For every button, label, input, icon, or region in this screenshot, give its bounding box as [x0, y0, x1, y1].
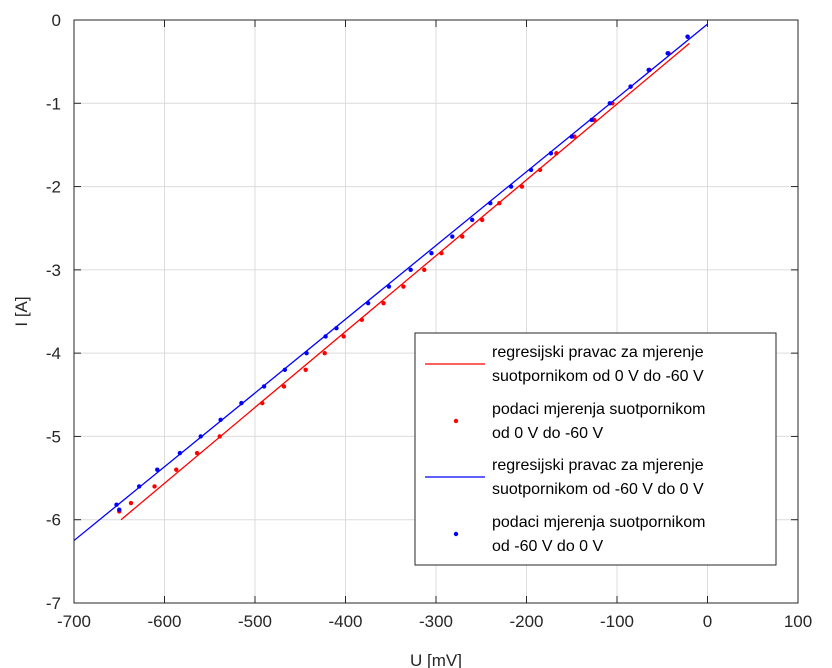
x-tick-label: -600 — [147, 612, 181, 631]
y-tick-label: -7 — [46, 594, 61, 613]
data-point — [628, 84, 633, 89]
data-point — [303, 367, 308, 372]
data-point — [508, 184, 514, 189]
legend-point-swatch — [453, 531, 459, 537]
data-point — [117, 507, 122, 512]
data-point — [194, 450, 200, 456]
legend-label: regresijski pravac za mjerenje — [492, 344, 704, 361]
x-tick-label: 100 — [784, 612, 812, 631]
data-point — [261, 384, 267, 389]
data-point — [422, 267, 427, 273]
data-point — [282, 367, 288, 372]
data-point — [114, 502, 119, 507]
data-point — [322, 350, 327, 356]
data-point — [386, 284, 392, 289]
data-point — [429, 251, 434, 256]
data-point — [470, 217, 475, 223]
y-tick-label: -2 — [46, 178, 61, 197]
data-point — [239, 400, 244, 406]
data-point — [479, 217, 485, 223]
legend: regresijski pravac za mjerenje suotpornik… — [414, 332, 777, 566]
data-point — [365, 300, 371, 306]
x-axis-label: U [mV] — [410, 651, 462, 668]
data-point — [281, 384, 287, 389]
legend-label: regresijski pravac za mjerenje — [492, 457, 704, 474]
legend-label: podaci mjerenja suotpornikom — [492, 514, 705, 531]
data-point — [548, 151, 554, 156]
data-point — [665, 51, 670, 56]
data-point — [155, 467, 160, 472]
y-tick-label: -3 — [46, 261, 61, 280]
legend-label: od 0 V do -60 V — [492, 425, 604, 442]
data-point — [260, 400, 265, 406]
x-tick-label: 0 — [703, 612, 712, 631]
data-point — [381, 300, 386, 306]
data-point — [554, 151, 559, 156]
data-point — [218, 417, 223, 422]
series-layer — [74, 23, 708, 542]
data-point — [128, 500, 134, 506]
y-tick-label: -4 — [46, 344, 61, 363]
legend-box — [414, 332, 777, 566]
data-point — [359, 317, 364, 323]
data-point — [174, 467, 179, 472]
data-point — [497, 201, 502, 206]
x-tick-label: -100 — [600, 612, 634, 631]
data-point — [460, 234, 465, 239]
x-tick-label: -400 — [328, 612, 362, 631]
data-point — [198, 434, 203, 439]
x-tick-label: -200 — [509, 612, 543, 631]
data-point — [589, 117, 594, 123]
legend-label: od -60 V do 0 V — [492, 538, 604, 555]
data-point — [136, 484, 142, 489]
data-point — [488, 201, 493, 206]
data-point — [528, 167, 534, 173]
data-point — [341, 334, 346, 339]
data-point — [685, 34, 690, 39]
data-point — [408, 267, 413, 273]
ticks: -700 -600 -500 -400 -300 -200 -100 0 100 0 -1 -2 -3 -… — [46, 11, 812, 631]
data-point — [646, 67, 651, 73]
data-point — [439, 251, 444, 256]
y-tick-label: -6 — [46, 511, 61, 530]
data-point — [450, 234, 455, 239]
data-point — [537, 167, 543, 173]
data-point — [519, 184, 525, 189]
y-tick-label: -5 — [46, 427, 61, 446]
legend-label: podaci mjerenja suotpornikom — [492, 401, 705, 418]
x-tick-label: -500 — [238, 612, 272, 631]
x-tick-label: -700 — [57, 612, 91, 631]
data-point — [177, 450, 183, 456]
data-point — [304, 350, 309, 356]
regression-line — [120, 42, 690, 521]
y-tick-label: -1 — [46, 94, 61, 113]
y-tick-label: 0 — [52, 11, 61, 30]
legend-label: suotpornikom od -60 V do 0 V — [492, 481, 704, 498]
data-point — [607, 101, 612, 106]
y-axis-label: I [A] — [12, 296, 31, 326]
data-point — [217, 434, 222, 439]
legend-label: suotpornikom od 0 V do -60 V — [492, 368, 704, 385]
data-point — [401, 284, 406, 289]
data-point — [334, 325, 339, 331]
data-point — [152, 484, 157, 489]
x-tick-label: -300 — [419, 612, 453, 631]
legend-point-swatch — [453, 418, 459, 424]
data-point — [323, 334, 328, 339]
data-point — [569, 134, 574, 139]
